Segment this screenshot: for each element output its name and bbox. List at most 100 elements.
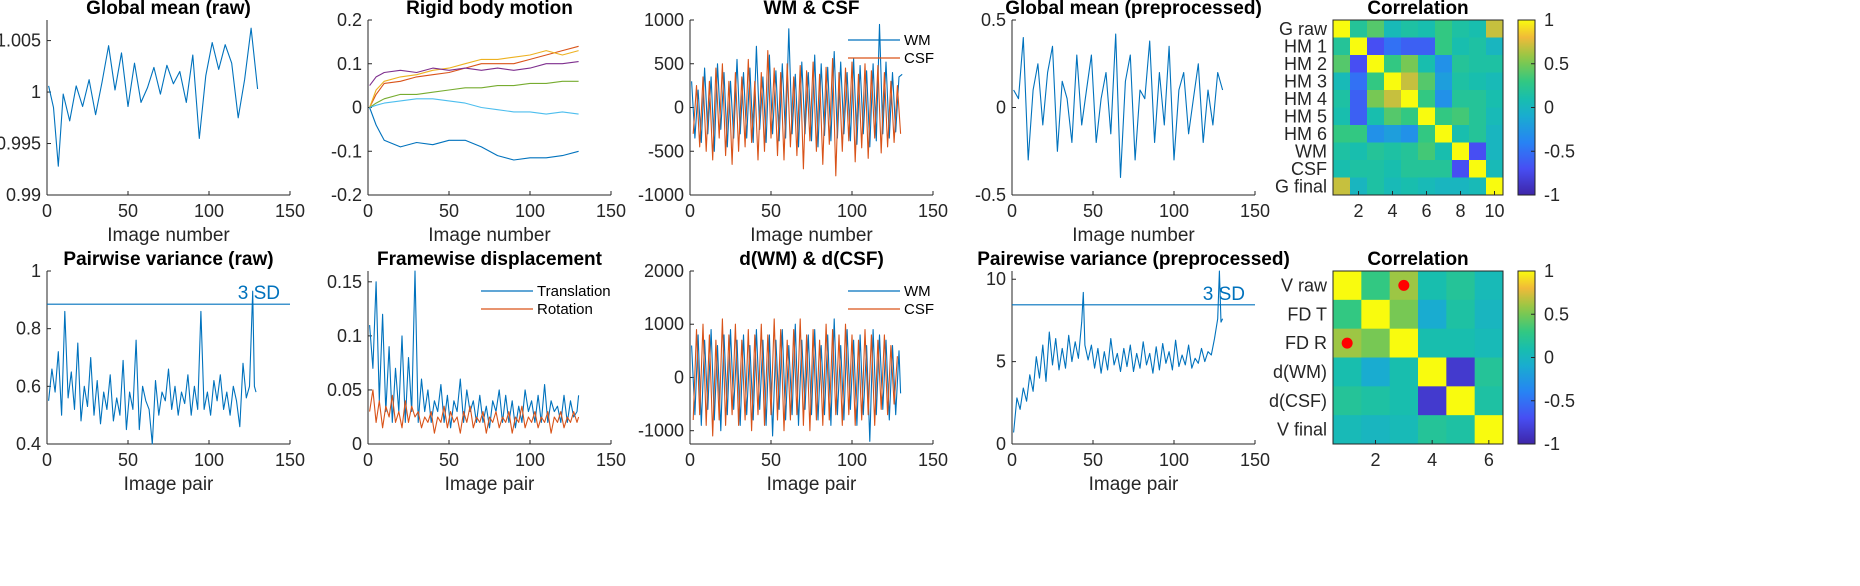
heatmap-cell (1469, 72, 1487, 91)
x-axis-label: Image number (107, 225, 230, 246)
heatmap-cell (1350, 177, 1368, 196)
heatmap-cell (1452, 90, 1470, 108)
heatmap-cell (1474, 386, 1504, 416)
heatmap-cell (1350, 125, 1368, 143)
heatmap-cell (1418, 415, 1447, 445)
panel-p8: d(WM) & d(CSF)0 50 100 150-1000010002000Ima… (638, 249, 948, 495)
heatmap-cell (1384, 107, 1402, 126)
heatmap-cell (1418, 125, 1436, 143)
heatmap-cell (1418, 357, 1447, 387)
colorbar-label: 0.5 (1544, 54, 1569, 74)
y-tick-label: 0.05 (327, 380, 362, 400)
row-label: HM 4 (1284, 89, 1327, 109)
x-tick-label: 0 (363, 201, 373, 221)
x-axis-label: Image pair (124, 474, 214, 495)
heatmap-cell (1486, 177, 1504, 196)
x-tick-label: 10 (1484, 201, 1504, 221)
heatmap-cell (1418, 90, 1436, 108)
y-tick-label: 0.15 (327, 272, 362, 292)
heatmap-cell (1418, 37, 1436, 56)
colorbar-label: -0.5 (1544, 391, 1575, 411)
heatmap-cell (1333, 177, 1351, 196)
colorbar-label: 1 (1544, 261, 1554, 281)
heatmap-cell (1333, 90, 1351, 108)
heatmap-cell (1418, 386, 1447, 416)
x-tick-label: 50 (761, 201, 781, 221)
panel-p9: Pairewise variance (preprocessed)0 50 100 1… (977, 249, 1290, 495)
heatmap-cell (1401, 177, 1419, 196)
heatmap-cell (1469, 107, 1487, 126)
y-tick-label: 2000 (644, 261, 684, 281)
heatmap-cell (1401, 37, 1419, 56)
y-tick-label: 0.4 (16, 434, 41, 454)
colorbar-label: 0 (1544, 348, 1554, 368)
panel-p3: WM & CSF 0 50 100 150 -1000 -500 0 500 1000 Image … (638, 0, 948, 246)
x-axis-label: Image pair (445, 474, 535, 495)
heatmap-cell (1367, 177, 1385, 196)
x-tick-label: 50 (761, 450, 781, 470)
heatmap-cell (1401, 90, 1419, 108)
y-tick-label: 0 (674, 98, 684, 118)
y-tick-label: -0.1 (331, 141, 362, 161)
heatmap-cell (1333, 386, 1362, 416)
panel-p6: Pairwise variance (raw) 0 50 100 150 0.4 0.6 0.… (16, 249, 305, 495)
heatmap-cell (1446, 386, 1476, 416)
panel-title: Pairewise variance (preprocessed) (977, 249, 1290, 270)
heatmap-cell (1333, 37, 1351, 56)
y-tick-label: -500 (648, 141, 684, 161)
heatmap-cell (1384, 177, 1402, 196)
heatmap-cell (1401, 107, 1419, 126)
heatmap-cell (1401, 55, 1419, 73)
heatmap-cell (1333, 107, 1351, 126)
x-tick-label: 0 (685, 450, 695, 470)
heatmap-cell (1486, 72, 1504, 91)
row-label: V final (1277, 420, 1327, 440)
heatmap-cell (1384, 37, 1402, 56)
y-tick-label: 500 (654, 54, 684, 74)
heatmap-cell (1333, 125, 1351, 143)
y-tick-label: 0.99 (6, 185, 41, 205)
heatmap-cell (1474, 271, 1504, 301)
panel-title: Framewise displacement (377, 249, 603, 270)
colorbar-label: -1 (1544, 434, 1560, 454)
heatmap-cell (1361, 328, 1391, 358)
heatmap-cell (1367, 107, 1385, 126)
heatmap-cell (1384, 142, 1402, 161)
heatmap-cell (1367, 142, 1385, 161)
heatmap-cell (1486, 125, 1504, 143)
heatmap-cell (1435, 90, 1453, 108)
x-tick-label: 2 (1370, 450, 1380, 470)
heatmap-cell (1418, 177, 1436, 196)
heatmap-cell (1452, 37, 1470, 56)
legend-entry: CSF (904, 301, 934, 318)
y-tick-label: 0.995 (0, 134, 41, 154)
row-label: CSF (1291, 159, 1327, 179)
panel-title: d(WM) & d(CSF) (739, 249, 884, 270)
x-tick-label: 150 (275, 450, 305, 470)
heatmap-cell (1367, 160, 1385, 178)
y-tick-label: 0.5 (981, 10, 1006, 30)
heatmap-cell (1446, 328, 1476, 358)
panel-title: Correlation (1367, 249, 1468, 270)
heatmap-cell (1389, 357, 1419, 387)
marker-dot (1341, 337, 1353, 349)
heatmap-cell (1333, 299, 1362, 330)
heatmap-cell (1361, 415, 1391, 445)
heatmap-cell (1452, 20, 1470, 38)
x-axis-label: Image number (1072, 225, 1195, 246)
heatmap-cell (1469, 177, 1487, 196)
heatmap-cell (1435, 142, 1453, 161)
heatmap-cell (1452, 107, 1470, 126)
heatmap-cell (1418, 55, 1436, 73)
series-line-0 (1013, 33, 1224, 179)
y-tick-label: 1 (31, 261, 41, 281)
heatmap-cell (1401, 160, 1419, 178)
heatmap-cell (1333, 271, 1362, 301)
heatmap-cell (1435, 55, 1453, 73)
heatmap-cell (1350, 160, 1368, 178)
heatmap-cell (1469, 37, 1487, 56)
